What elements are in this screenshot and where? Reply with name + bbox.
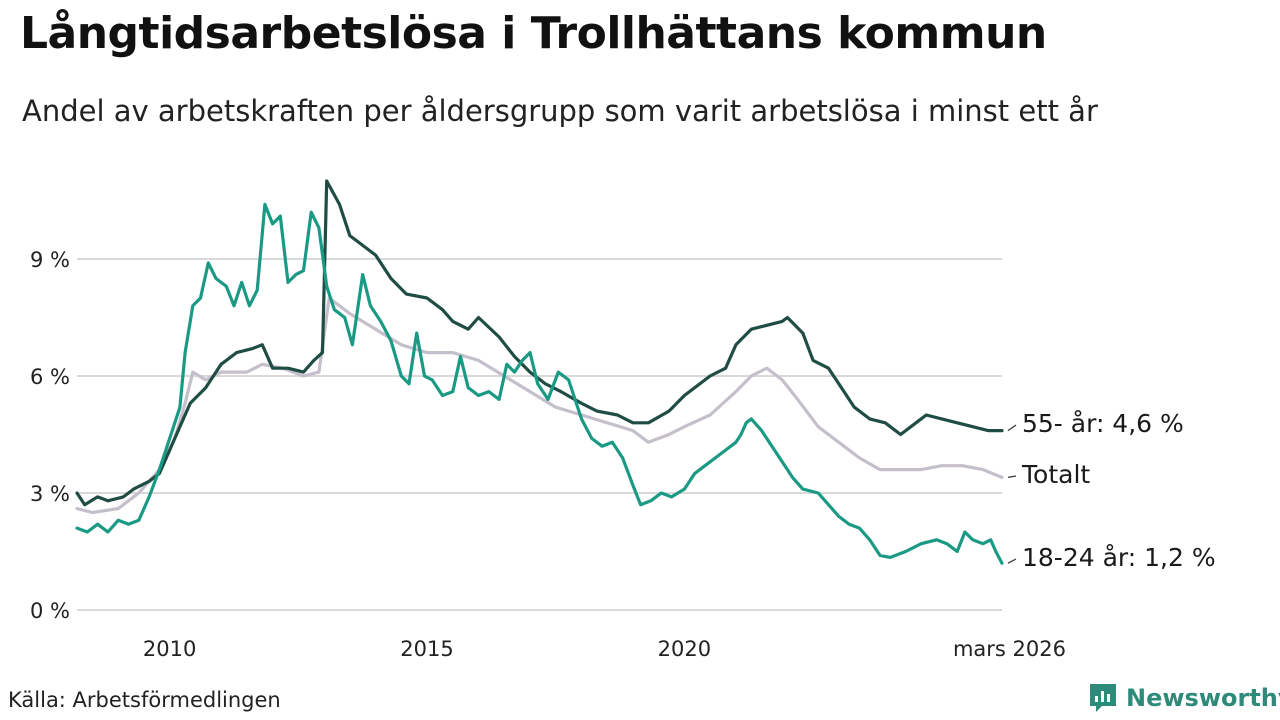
series-line-18-24-r [75,202,1004,565]
series-label-leader [1007,558,1017,564]
y-tick-label: 3 % [30,482,70,506]
chart-title: Långtidsarbetslösa i Trollhättans kommun [20,8,1047,59]
x-tick-label: 2015 [400,637,453,661]
series-label-leader [1007,475,1017,478]
line-chart: 0 % 3 % 6 % 9 % 2010 2015 2020 mars 2026 Totalt 5… [30,179,1216,661]
x-tick-label: 2010 [143,637,196,661]
y-tick-label: 6 % [30,365,70,389]
x-tick-label: 2020 [658,637,711,661]
series-end-label: Totalt [1021,460,1090,489]
x-tick-label: mars 2026 [953,637,1066,661]
brand-name: Newsworthy [1126,684,1280,712]
newsworthy-logo-icon [1090,684,1116,712]
y-tick-label: 9 % [30,248,70,272]
series-line-totalt [75,296,1004,515]
source-note: Källa: Arbetsförmedlingen [8,688,281,712]
series-end-label: 18-24 år: 1,2 % [1022,543,1216,572]
y-tick-label: 0 % [30,599,70,623]
series-end-label: 55- år: 4,6 % [1022,409,1184,438]
series-line-55-r [75,179,1004,507]
brand-logo: Newsworthy [1088,682,1280,714]
chart-subtitle: Andel av arbetskraften per åldersgrupp s… [22,94,1098,128]
series-label-leader [1007,424,1017,432]
